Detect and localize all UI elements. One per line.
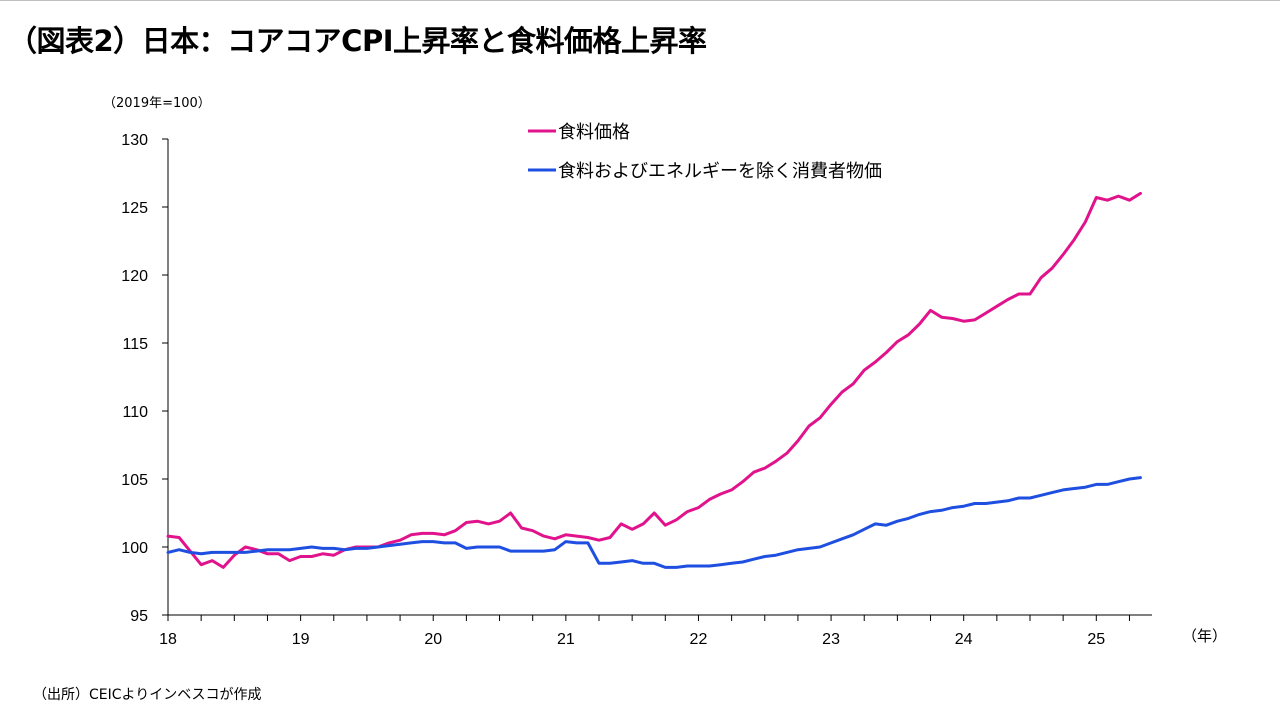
y-unit-label: （2019年=100） [103, 96, 211, 111]
y-tick-label: 115 [122, 336, 148, 353]
series-line-1 [166, 476, 1142, 569]
legend-label-0: 食料価格 [558, 122, 630, 142]
y-tick-label: 110 [122, 404, 148, 421]
x-tick-label: 20 [424, 631, 442, 648]
y-tick-label: 95 [130, 608, 148, 625]
x-tick-label: 23 [822, 631, 840, 648]
x-tick-label: 18 [159, 631, 177, 648]
y-tick-label: 105 [121, 472, 148, 489]
source-note: （出所）CEICよりインベスコが作成 [33, 687, 262, 703]
y-tick-label: 130 [121, 132, 148, 149]
series-layer [166, 191, 1142, 569]
x-tick-label: 25 [1087, 631, 1105, 648]
page-title: （図表2）日本：コアコアCPI上昇率と食料価格上昇率 [8, 24, 707, 58]
x-unit-label: （年） [1182, 628, 1227, 645]
x-tick-label: 24 [955, 631, 973, 648]
top-rule [0, 0, 1280, 1]
x-tick-label: 22 [690, 631, 708, 648]
x-tick-label: 21 [557, 631, 575, 648]
axes: 95 100 105 110 115 120 125 130 18 19 20 21 22 23 24 25 [121, 132, 1152, 648]
series-line-0 [166, 191, 1142, 569]
y-tick-label: 120 [121, 268, 148, 285]
legend-label-1: 食料およびエネルギーを除く消費者物価 [558, 161, 882, 181]
y-tick-label: 100 [121, 540, 148, 557]
x-tick-label: 19 [292, 631, 310, 648]
y-tick-label: 125 [121, 200, 148, 217]
